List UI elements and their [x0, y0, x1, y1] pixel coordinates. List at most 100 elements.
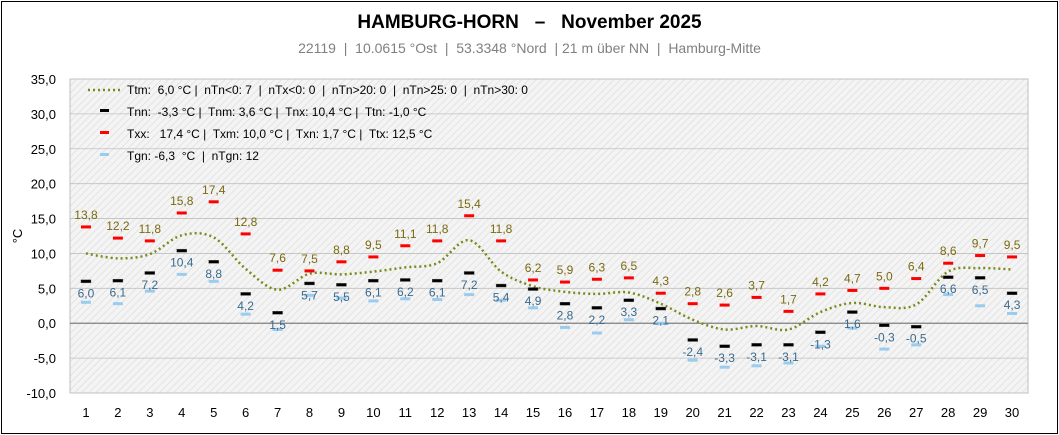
y-axis-label: °C [10, 229, 25, 244]
tmin-label: 5,5 [333, 290, 350, 304]
tmin-label: 6,1 [429, 286, 446, 300]
tmin-marker [974, 276, 986, 280]
tmax-marker [559, 280, 570, 284]
tmax-label: 6,2 [525, 261, 542, 275]
tmax-marker [943, 261, 954, 265]
ground-min-marker [464, 293, 475, 297]
ground-min-marker [783, 361, 794, 365]
ground-min-marker [112, 302, 123, 306]
y-tick-label: 20,0 [31, 177, 56, 192]
tmax-marker [975, 254, 986, 258]
ground-min-marker [240, 312, 251, 316]
grid-lines [70, 78, 1028, 394]
tmax-label: 8,6 [940, 244, 957, 258]
ground-min-marker [208, 279, 219, 283]
ground-min-marker [80, 300, 91, 304]
legend-tg-text: Tgn: -6,3 °C | nTgn: 12 [127, 149, 259, 163]
ground-min-marker [432, 297, 443, 301]
tmin-label: 3,3 [620, 305, 637, 319]
tmin-marker [623, 298, 635, 302]
mean-temperature-line [85, 231, 1013, 332]
tmax-marker [528, 278, 539, 282]
tmin-marker [272, 311, 283, 315]
tmin-label: -3,3 [714, 351, 735, 365]
tmax-marker [496, 239, 507, 243]
ground-min-marker [879, 347, 890, 351]
y-tick-label: 5,0 [38, 281, 56, 296]
tmin-label: 6,6 [940, 282, 957, 296]
x-tick-label: 7 [274, 405, 281, 420]
x-tick-label: 19 [654, 405, 668, 420]
x-tick-label: 4 [178, 405, 185, 420]
tmax-label: 11,8 [139, 222, 162, 236]
x-tick-label: 23 [781, 405, 795, 420]
tmax-label: 17,4 [202, 183, 226, 197]
tmax-label: 4,3 [652, 274, 669, 288]
y-tick-label: 10,0 [31, 246, 56, 261]
x-tick-label: 22 [749, 405, 763, 420]
tmax-marker [304, 269, 315, 273]
tmax-label: 6,5 [620, 259, 637, 273]
y-tick-label: -10,0 [26, 386, 56, 401]
y-tick-label: 0,0 [38, 316, 56, 331]
tmin-label: 6,1 [365, 286, 382, 300]
tmin-marker [815, 330, 826, 334]
ground-min-marker [559, 325, 570, 329]
tmax-label: 1,7 [780, 292, 797, 306]
ground-min-marker [847, 326, 858, 330]
tmin-label: 4,9 [525, 294, 542, 308]
tmax-marker [911, 277, 922, 281]
x-tick-label: 27 [909, 405, 923, 420]
tmin-label: -2,4 [682, 345, 703, 359]
x-tick-label: 1 [82, 405, 89, 420]
tmin-marker [495, 283, 507, 288]
tmin-marker [80, 279, 92, 284]
x-tick-label: 5 [210, 405, 217, 420]
ground-min-marker [528, 306, 539, 310]
tmin-label: 5,7 [301, 288, 318, 302]
x-tick-label: 11 [399, 405, 413, 420]
legend-ttm-text: Ttm: 6,0 °C | nTn<0: 7 | nTx<0: 0 | nTn>… [127, 83, 528, 97]
tmin-marker [751, 343, 762, 347]
tmin-label: 1,5 [269, 318, 286, 332]
tmin-label: 7,2 [141, 278, 158, 292]
x-tick-label: 16 [558, 405, 572, 420]
x-tick-label: 9 [338, 405, 345, 420]
tmax-label: 9,7 [972, 237, 989, 251]
tmax-label: 15,4 [457, 197, 481, 211]
tmax-label: 11,8 [490, 222, 513, 236]
tmax-marker [783, 309, 794, 313]
tmin-marker [1006, 291, 1018, 295]
y-tick-label: 15,0 [31, 212, 56, 227]
x-tick-label: 2 [114, 405, 121, 420]
tmin-marker [304, 281, 315, 286]
tmin-marker [144, 271, 156, 275]
ground-min-marker [496, 298, 507, 302]
ground-min-marker [591, 331, 602, 335]
x-tick-label: 14 [494, 405, 508, 420]
x-tick-label: 29 [973, 405, 987, 420]
tmax-label: 7,5 [301, 252, 318, 266]
x-tick-label: 12 [430, 405, 444, 420]
x-tick-label: 20 [685, 405, 699, 420]
tmax-marker [336, 260, 347, 264]
tmax-label: 6,3 [589, 260, 606, 274]
tmin-marker [591, 306, 603, 310]
chart-title: HAMBURG-HORN – November 2025 [357, 12, 702, 33]
tmin-label: 6,1 [110, 286, 127, 300]
tmax-label: 7,6 [269, 251, 286, 265]
ground-min-marker [655, 321, 666, 325]
tmin-marker [719, 344, 730, 348]
chart-series: 6,0 6,1 7,2 10,4 8,8 4,2 1,5 5,7 5,5 6,1 6,2 6,1 7,2… [74, 183, 1021, 369]
plot-area [69, 78, 1029, 394]
tmax-marker [144, 239, 155, 243]
tmin-label: 1,6 [844, 317, 861, 331]
x-tick-label: 10 [366, 405, 380, 420]
tmax-label: 4,2 [812, 275, 829, 289]
ground-min-marker [719, 365, 730, 369]
tmin-label: 6,5 [972, 283, 989, 297]
tmax-label: 9,5 [1004, 238, 1021, 252]
tmin-label: 10,4 [170, 256, 194, 270]
legend: Ttm: 6,0 °C | nTn<0: 7 | nTx<0: 0 | nTn>… [88, 83, 528, 163]
x-tick-label: 15 [526, 405, 540, 420]
